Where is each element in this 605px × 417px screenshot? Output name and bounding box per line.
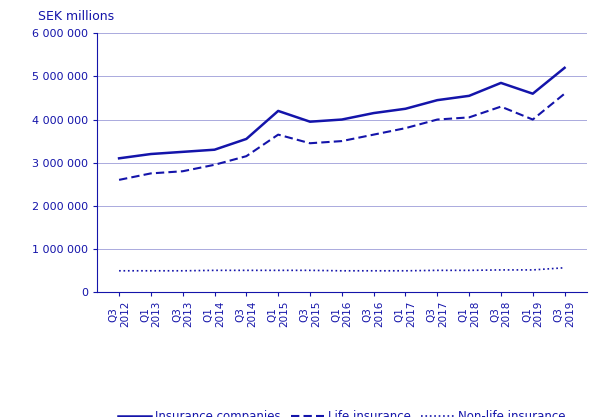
Insurance companies	[116, 156, 123, 161]
Insurance companies	[370, 111, 378, 116]
Non-life insurance	[116, 268, 123, 273]
Non-life insurance	[179, 268, 186, 273]
Life insurance	[116, 177, 123, 182]
Non-life insurance	[243, 268, 250, 273]
Non-life insurance	[306, 268, 313, 273]
Insurance companies	[402, 106, 409, 111]
Non-life insurance	[370, 268, 378, 273]
Non-life insurance	[275, 268, 282, 273]
Life insurance	[211, 162, 218, 167]
Life insurance	[243, 154, 250, 159]
Insurance companies	[306, 119, 313, 124]
Insurance companies	[338, 117, 345, 122]
Insurance companies	[179, 149, 186, 154]
Non-life insurance	[147, 268, 154, 273]
Life insurance	[370, 132, 378, 137]
Line: Life insurance: Life insurance	[119, 94, 564, 180]
Insurance companies	[243, 136, 250, 141]
Life insurance	[275, 132, 282, 137]
Life insurance	[497, 104, 505, 109]
Life insurance	[338, 138, 345, 143]
Text: SEK millions: SEK millions	[38, 10, 114, 23]
Insurance companies	[147, 151, 154, 156]
Life insurance	[147, 171, 154, 176]
Life insurance	[529, 117, 537, 122]
Non-life insurance	[402, 268, 409, 273]
Non-life insurance	[529, 267, 537, 272]
Non-life insurance	[434, 268, 441, 273]
Life insurance	[179, 169, 186, 174]
Life insurance	[434, 117, 441, 122]
Non-life insurance	[561, 265, 568, 270]
Non-life insurance	[465, 268, 473, 273]
Insurance companies	[561, 65, 568, 70]
Line: Insurance companies: Insurance companies	[119, 68, 564, 158]
Non-life insurance	[211, 268, 218, 273]
Legend: Insurance companies, Life insurance, Non-life insurance: Insurance companies, Life insurance, Non…	[113, 406, 571, 417]
Insurance companies	[275, 108, 282, 113]
Life insurance	[561, 91, 568, 96]
Life insurance	[402, 126, 409, 131]
Non-life insurance	[338, 268, 345, 273]
Insurance companies	[465, 93, 473, 98]
Life insurance	[306, 141, 313, 146]
Life insurance	[465, 115, 473, 120]
Non-life insurance	[497, 267, 505, 272]
Insurance companies	[529, 91, 537, 96]
Line: Non-life insurance: Non-life insurance	[119, 268, 564, 271]
Insurance companies	[434, 98, 441, 103]
Insurance companies	[211, 147, 218, 152]
Insurance companies	[497, 80, 505, 85]
